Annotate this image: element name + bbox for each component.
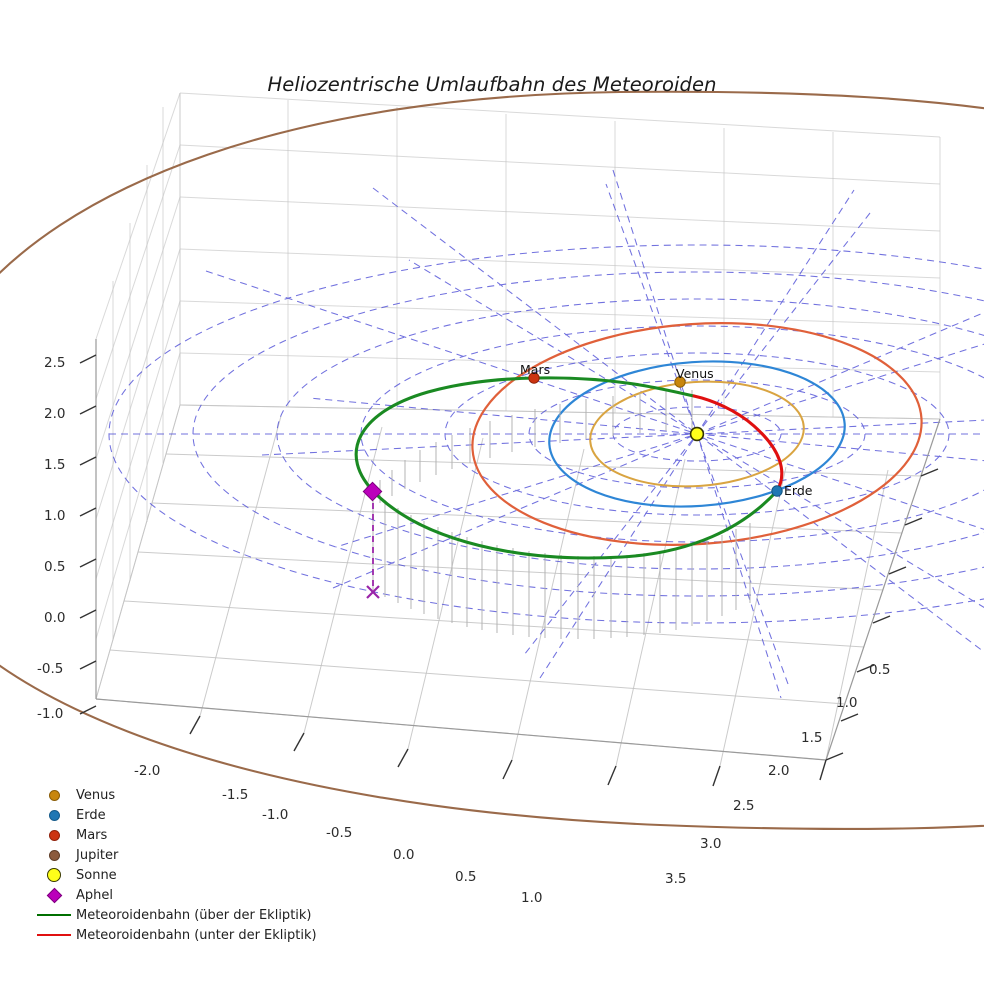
red-line-icon	[32, 934, 76, 936]
venus-marker	[674, 376, 686, 388]
x-tick-label: -1.5	[222, 787, 249, 803]
legend-label: Venus	[76, 787, 116, 803]
z-tick-label: 1.5	[44, 457, 66, 473]
z-tick-label: -1.0	[37, 706, 64, 722]
legend-item-erde: Erde	[32, 805, 332, 825]
z-tick-label: -0.5	[37, 661, 64, 677]
y-tick-label: 1.5	[801, 730, 823, 746]
mars-label: Mars	[520, 362, 551, 377]
venus-orbit	[589, 380, 805, 488]
sun-dot-icon	[32, 868, 76, 882]
venus-label: Venus	[676, 366, 714, 381]
axis-ticks	[79, 354, 939, 787]
aphel-marker	[362, 481, 383, 502]
earth-orbit	[548, 360, 846, 508]
x-tick-label: -2.0	[134, 763, 161, 779]
legend-label: Meteoroidenbahn (unter der Ekliptik)	[76, 927, 317, 943]
x-tick-label: -0.5	[326, 825, 353, 841]
y-tick-label: 3.0	[700, 836, 722, 852]
erde-marker	[771, 485, 783, 497]
x-tick-label: 1.0	[521, 890, 543, 906]
legend-label: Jupiter	[76, 847, 119, 863]
x-tick-label: -1.0	[262, 807, 289, 823]
legend: Venus Erde Mars Jupiter Sonne	[32, 785, 332, 945]
body-markers	[362, 372, 783, 502]
green-line-icon	[32, 914, 76, 916]
aphel-diamond-icon	[32, 887, 76, 903]
legend-label: Sonne	[76, 867, 117, 883]
meteoroid-orbit-above	[354, 376, 779, 560]
legend-item-meteoroid-above: Meteoroidenbahn (über der Ekliptik)	[32, 905, 332, 925]
erde-label: Erde	[784, 483, 813, 498]
aphel-drop-line	[366, 492, 380, 599]
y-tick-label: 3.5	[665, 871, 687, 887]
legend-label: Aphel	[76, 887, 113, 903]
axis-spines	[95, 339, 941, 761]
meteoroid-orbit	[354, 376, 784, 560]
y-tick-label: 0.5	[869, 662, 891, 678]
y-tick-label: 2.0	[768, 763, 790, 779]
meteoroid-orbit-below	[692, 394, 784, 493]
y-tick-label: 1.0	[836, 695, 858, 711]
z-tick-label: 0.5	[44, 559, 66, 575]
jupiter-dot-icon	[32, 849, 76, 861]
z-tick-label: 2.5	[44, 355, 66, 371]
legend-label: Meteoroidenbahn (über der Ekliptik)	[76, 907, 312, 923]
z-tick-label: 2.0	[44, 406, 66, 422]
planet-orbits	[471, 322, 923, 546]
legend-item-mars: Mars	[32, 825, 332, 845]
box-grid	[95, 92, 941, 767]
venus-dot-icon	[32, 789, 76, 801]
z-tick-label: 1.0	[44, 508, 66, 524]
jupiter-orbit	[0, 90, 984, 831]
legend-label: Erde	[76, 807, 106, 823]
legend-label: Mars	[76, 827, 108, 843]
page-title: Heliozentrische Umlaufbahn des Meteoroid…	[267, 73, 717, 96]
mars-marker	[528, 372, 540, 384]
mars-orbit	[471, 322, 923, 546]
legend-item-aphel: Aphel	[32, 885, 332, 905]
z-tick-label: 0.0	[44, 610, 66, 626]
erde-dot-icon	[32, 809, 76, 821]
y-tick-label: 2.5	[733, 798, 755, 814]
legend-item-meteoroid-below: Meteoroidenbahn (unter der Ekliptik)	[32, 925, 332, 945]
mars-dot-icon	[32, 829, 76, 841]
polar-grid	[108, 169, 984, 699]
legend-item-sonne: Sonne	[32, 865, 332, 885]
legend-item-jupiter: Jupiter	[32, 845, 332, 865]
x-tick-label: 0.0	[393, 847, 415, 863]
legend-item-venus: Venus	[32, 785, 332, 805]
sun-marker	[689, 426, 705, 442]
x-tick-label: 0.5	[455, 869, 477, 885]
